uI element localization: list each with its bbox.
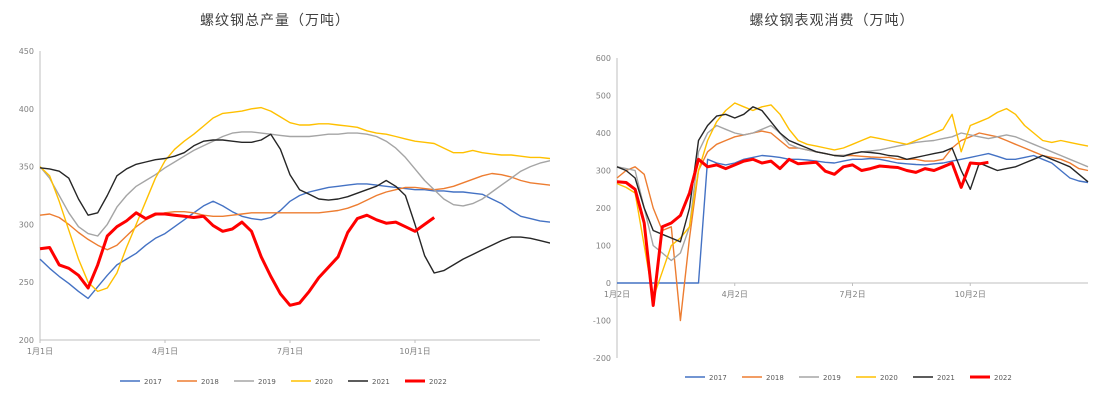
x-tick-label: 10月2日 <box>955 290 986 299</box>
chart-panel-apparent-consumption: 螺纹钢表观消费（万吨） -200 -100 0 100 200 300 400 500 600 1… <box>565 0 1099 394</box>
series-line-2018 <box>39 172 608 251</box>
y-tick-label: 300 <box>596 167 611 176</box>
x-tick-label: 4月1日 <box>152 347 178 356</box>
legend-label-2021: 2021 <box>372 378 390 386</box>
x-tick-label: 4月2日 <box>722 290 748 299</box>
legend-label-2018: 2018 <box>766 374 784 382</box>
y-tick-label: 200 <box>19 336 34 345</box>
legend-label-2018: 2018 <box>201 378 219 386</box>
series-line-2022 <box>39 211 436 307</box>
legend-label-2020: 2020 <box>880 374 898 382</box>
y-tick-label: 600 <box>596 54 611 63</box>
legend-label-2020: 2020 <box>315 378 333 386</box>
y-tick-label: 0 <box>606 279 611 288</box>
series-line-2021 <box>39 133 608 274</box>
y-tick-label: 200 <box>596 204 611 213</box>
series-line-2017 <box>617 152 1089 284</box>
legend-label-2022: 2022 <box>994 374 1012 382</box>
chart-title: 螺纹钢表观消费（万吨） <box>749 13 915 29</box>
x-tick-label: 7月1日 <box>277 347 303 356</box>
chart-svg-total-output: 200 250 300 350 400 450 1月1日 4月1日 7月1日 10月1日 2017 2… <box>19 47 608 386</box>
series-line-2017 <box>39 183 608 300</box>
chart-svg-apparent-consumption: -200 -100 0 100 200 300 400 500 600 1月2日 4月2日 7月2日 1… <box>593 54 1089 382</box>
legend-label-2021: 2021 <box>937 374 955 382</box>
legend-label-2019: 2019 <box>258 378 276 386</box>
x-tick-label: 10月1日 <box>399 347 430 356</box>
y-tick-label: 350 <box>19 163 34 172</box>
y-tick-label: -100 <box>593 317 611 326</box>
y-tick-label: 500 <box>596 92 611 101</box>
legend-label-2019: 2019 <box>823 374 841 382</box>
y-tick-label: 250 <box>19 278 34 287</box>
y-tick-label: 400 <box>19 105 34 114</box>
legend-label-2022: 2022 <box>429 378 447 386</box>
series-line-2021 <box>616 106 1089 243</box>
x-tick-label: 7月2日 <box>839 290 865 299</box>
chart-panel-total-output: 螺纹钢总产量（万吨） 200 250 300 350 400 450 1月1日 4月1日 7月1… <box>0 0 608 394</box>
legend-label-2017: 2017 <box>144 378 162 386</box>
y-tick-label: 400 <box>596 129 611 138</box>
x-tick-label: 1月1日 <box>27 347 53 356</box>
series-line-2019 <box>39 131 608 237</box>
legend-label-2017: 2017 <box>709 374 727 382</box>
x-tick-label: 1月2日 <box>604 290 630 299</box>
series-line-2020 <box>39 106 608 293</box>
series-line-2022 <box>616 157 989 307</box>
y-tick-label: -200 <box>593 354 611 363</box>
chart-title: 螺纹钢总产量（万吨） <box>200 13 350 29</box>
y-tick-label: 450 <box>19 47 34 56</box>
y-tick-label: 100 <box>596 242 611 251</box>
y-tick-label: 300 <box>19 220 34 229</box>
series-line-2020 <box>616 102 1089 299</box>
